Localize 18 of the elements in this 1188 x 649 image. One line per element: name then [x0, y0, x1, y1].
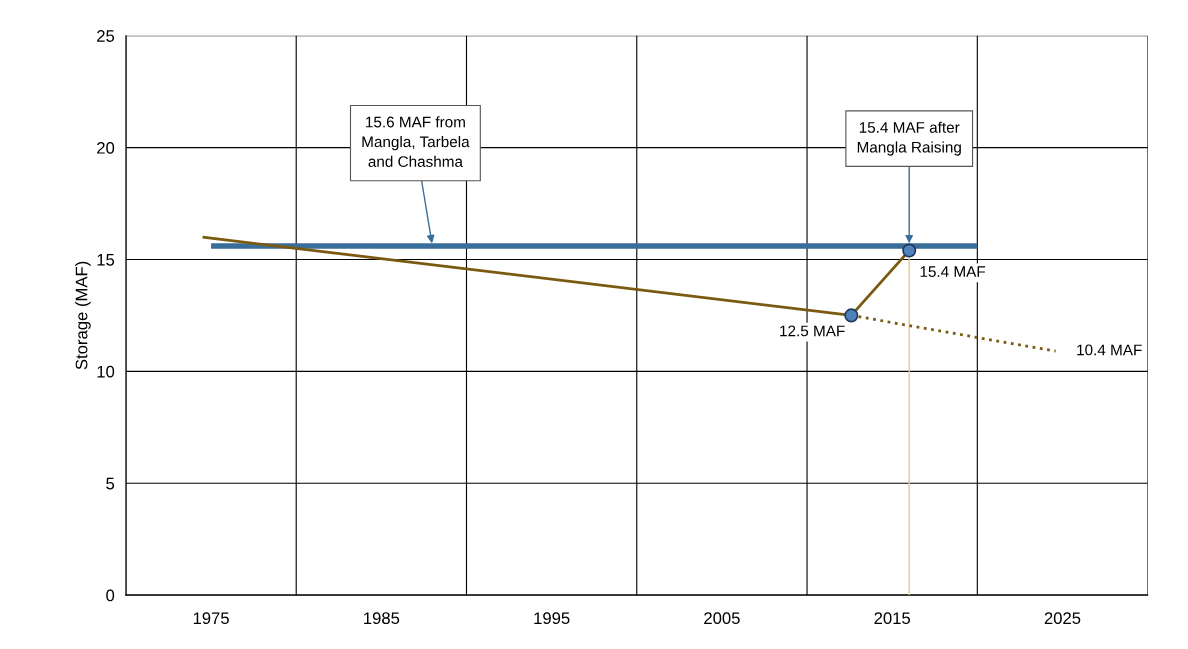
y-tick-label: 5 — [106, 477, 115, 490]
x-tick-label: 1995 — [534, 612, 570, 625]
x-tick-label: 2015 — [874, 612, 911, 625]
y-tick-label: 25 — [97, 30, 115, 42]
y-tick-label: 0 — [106, 589, 115, 602]
x-tick-label: 1985 — [364, 612, 400, 625]
x-tick-label: 2005 — [704, 612, 740, 625]
y-tick-label: 15 — [97, 254, 115, 266]
annotation: 15.6 MAF from Mangla, Tarbela and Chashma — [362, 116, 470, 167]
annotation: 15.4 MAF — [920, 266, 986, 277]
y-axis-title: Storage (MAF) — [75, 261, 91, 370]
x-tick-label: 1975 — [193, 612, 229, 625]
x-tick-label: 2025 — [1044, 612, 1081, 625]
annotation: 10.4 MAF — [1077, 344, 1142, 356]
annotation: 15.4 MAF after Mangla Raising — [857, 121, 961, 156]
y-tick-label: 10 — [97, 365, 115, 378]
y-tick-label: 20 — [97, 141, 115, 154]
annotation: 12.5 MAF — [780, 325, 845, 337]
